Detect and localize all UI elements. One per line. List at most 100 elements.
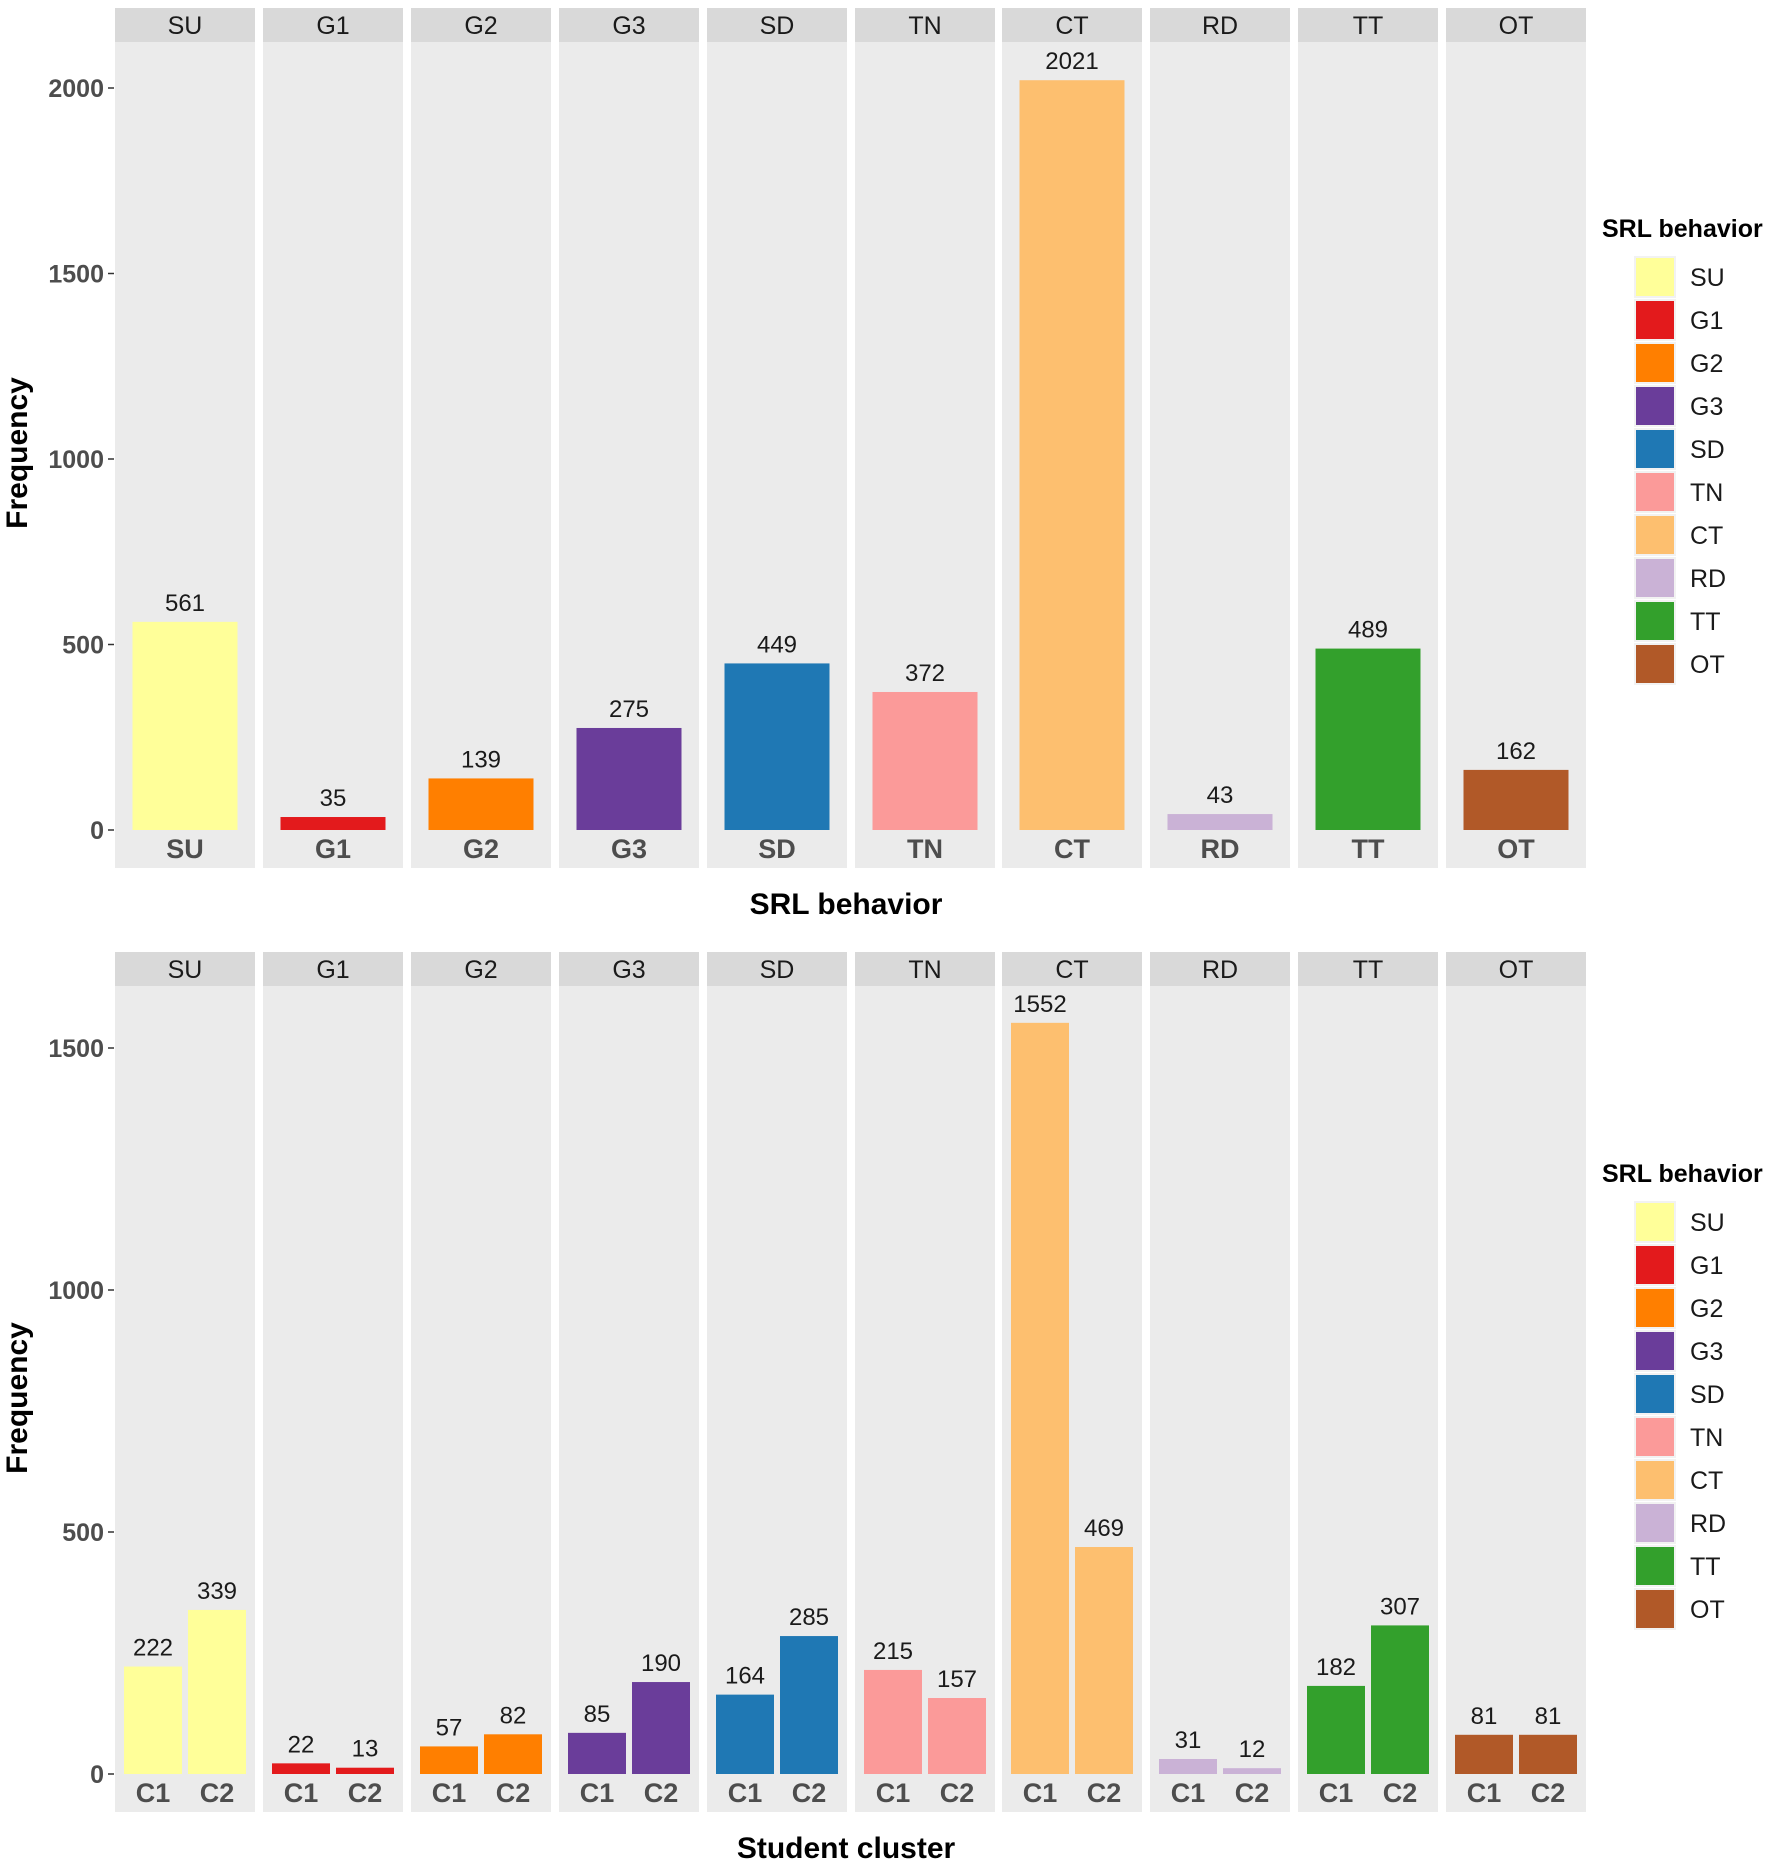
- data-label: 1552: [1013, 991, 1066, 1018]
- x-tick-label: C1: [1467, 1778, 1502, 1808]
- facet-strip-label: RD: [1202, 12, 1238, 40]
- x-axis-title: SRL behavior: [750, 888, 943, 921]
- bar-rd-c1: [1159, 1758, 1217, 1774]
- panel-background: [1446, 986, 1586, 1812]
- legend-swatch-tt: [1636, 1547, 1674, 1585]
- legend-swatch-ct: [1636, 516, 1674, 554]
- x-tick-label: C1: [432, 1778, 467, 1808]
- data-label: 285: [789, 1604, 829, 1631]
- data-label: 164: [725, 1663, 765, 1690]
- x-tick-label: C2: [200, 1778, 235, 1808]
- data-label: 215: [873, 1638, 913, 1665]
- y-tick-label: 1000: [48, 446, 104, 474]
- facet-ct: CT 2021 CT: [1002, 8, 1142, 868]
- facet-strip-label: SD: [760, 12, 795, 40]
- legend-swatch-tn: [1636, 473, 1674, 511]
- bar-tt-c1: [1307, 1685, 1365, 1774]
- facet-strip: [1446, 952, 1586, 986]
- data-label: 339: [197, 1578, 237, 1605]
- facet-tn: TN 372 TN: [855, 8, 995, 868]
- facet-strip-label: G1: [316, 956, 349, 984]
- data-label: 275: [609, 696, 649, 723]
- bar-tn-c1: [864, 1669, 922, 1774]
- bar-g2: [428, 778, 534, 830]
- facet-g3: G3 275 G3: [559, 8, 699, 868]
- bar-rd: [1167, 814, 1273, 830]
- legend-swatch-g2: [1636, 1289, 1674, 1327]
- x-tick-label: G1: [315, 834, 351, 864]
- facet-strip: [1298, 952, 1438, 986]
- data-label: 469: [1084, 1515, 1124, 1542]
- data-label: 57: [436, 1714, 463, 1741]
- legend-label: RD: [1690, 565, 1726, 593]
- y-tick-label: 500: [62, 632, 104, 660]
- bar-su-c1: [124, 1666, 182, 1774]
- x-tick-label: SU: [166, 834, 204, 864]
- x-tick-label: C2: [348, 1778, 383, 1808]
- facet-g3: G3 85 C1 190 C2: [559, 952, 699, 1812]
- data-label: 35: [320, 785, 347, 812]
- legend-swatch-g3: [1636, 1332, 1674, 1370]
- bar-g2-c1: [420, 1746, 478, 1774]
- y-tick-label: 1500: [48, 261, 104, 289]
- x-tick-label: C1: [1319, 1778, 1354, 1808]
- legend-label: TN: [1690, 1424, 1723, 1452]
- facet-strip: [411, 8, 551, 42]
- legend-label: CT: [1690, 1467, 1723, 1495]
- facet-strip-label: OT: [1499, 12, 1534, 40]
- y-axis-title: Frequency: [1, 1322, 34, 1474]
- legend-title: SRL behavior: [1602, 215, 1763, 243]
- x-tick-label: CT: [1054, 834, 1090, 864]
- facet-sd: SD 449 SD: [707, 8, 847, 868]
- facet-rd: RD 43 RD: [1150, 8, 1290, 868]
- bar-ct-c2: [1075, 1547, 1133, 1774]
- data-label: 82: [500, 1702, 527, 1729]
- x-tick-label: C1: [580, 1778, 615, 1808]
- facet-tt: TT 182 C1 307 C2: [1298, 952, 1438, 1812]
- facet-strip: [1002, 8, 1142, 42]
- facet-strip: [559, 8, 699, 42]
- facet-strip-label: G3: [612, 12, 645, 40]
- data-label: 85: [584, 1701, 611, 1728]
- facet-strip-label: G2: [464, 956, 497, 984]
- facet-tt: TT 489 TT: [1298, 8, 1438, 868]
- data-label: 2021: [1045, 48, 1098, 75]
- legend-label: TN: [1690, 479, 1723, 507]
- panel-background: [263, 986, 403, 1812]
- legend-swatch-g3: [1636, 387, 1674, 425]
- data-label: 139: [461, 746, 501, 773]
- facet-strip: [707, 8, 847, 42]
- y-tick-label: 1000: [48, 1277, 104, 1305]
- legend-label: TT: [1690, 608, 1721, 636]
- facet-strip-label: TN: [908, 956, 941, 984]
- y-axis-title: Frequency: [1, 377, 34, 529]
- data-label: 182: [1316, 1654, 1356, 1681]
- x-tick-label: G3: [611, 834, 647, 864]
- legend-label: SD: [1690, 436, 1725, 464]
- y-tick-label: 1500: [48, 1035, 104, 1063]
- bar-su-c2: [188, 1609, 246, 1774]
- facet-strip: [855, 952, 995, 986]
- facet-strip-label: SU: [168, 12, 203, 40]
- facet-rd: RD 31 C1 12 C2: [1150, 952, 1290, 1812]
- facet-sd: SD 164 C1 285 C2: [707, 952, 847, 1812]
- data-label: 190: [641, 1650, 681, 1677]
- y-tick-label: 500: [62, 1519, 104, 1547]
- bar-su: [132, 621, 238, 830]
- legend: SRL behavior SU G1 G2 G3 SD TN CT RD TT OT: [1602, 215, 1763, 685]
- bar-g3-c2: [632, 1682, 690, 1774]
- facet-strip-label: G1: [316, 12, 349, 40]
- x-tick-label: C2: [1235, 1778, 1270, 1808]
- data-label: 13: [352, 1736, 379, 1763]
- legend-swatch-tn: [1636, 1418, 1674, 1456]
- legend-swatch-ot: [1636, 1590, 1674, 1628]
- facet-strip: [1298, 8, 1438, 42]
- facet-strip: [263, 952, 403, 986]
- facet-strip-label: G2: [464, 12, 497, 40]
- data-label: 449: [757, 631, 797, 658]
- facet-strip-label: TT: [1353, 12, 1384, 40]
- facet-g1: G1 35 G1: [263, 8, 403, 868]
- legend-swatch-sd: [1636, 430, 1674, 468]
- data-label: 157: [937, 1666, 977, 1693]
- legend-label: OT: [1690, 1596, 1725, 1624]
